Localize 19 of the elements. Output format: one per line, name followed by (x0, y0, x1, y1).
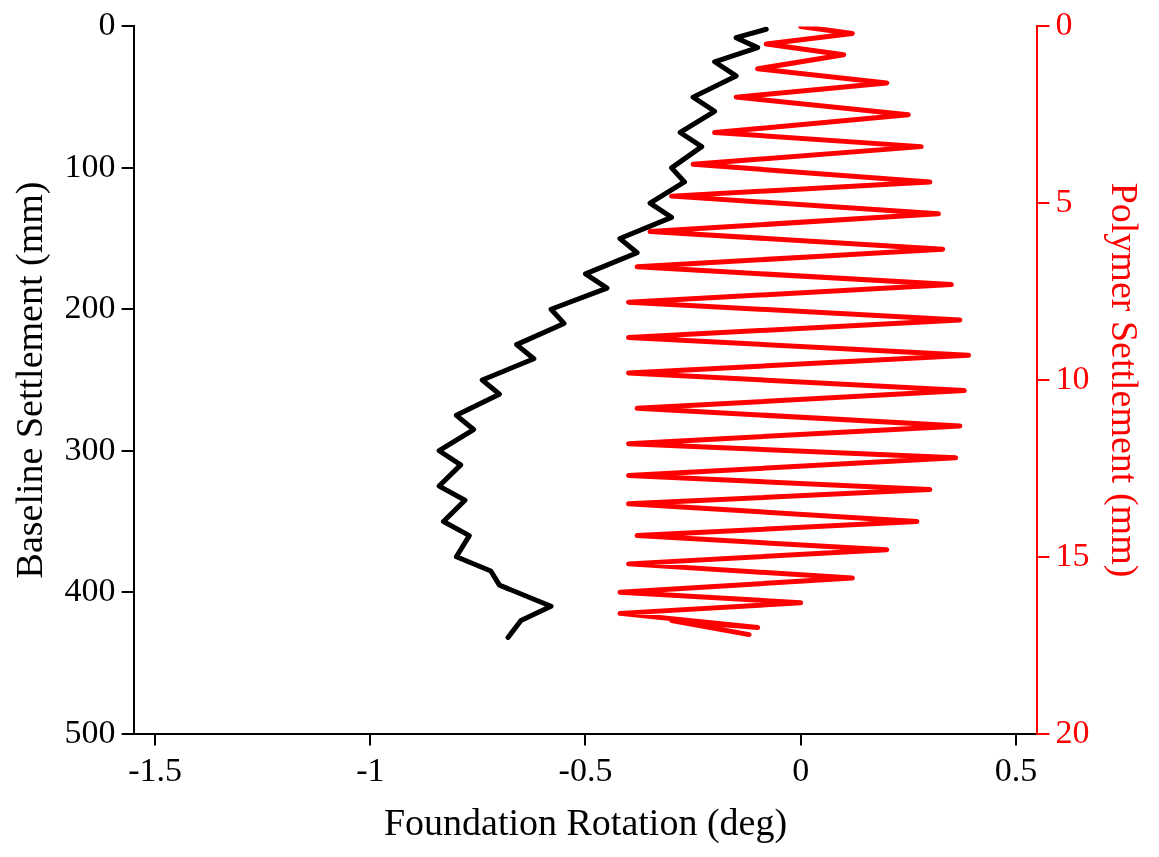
y-tick-label: 200 (64, 288, 116, 326)
x-tick-label: 0.5 (994, 750, 1038, 788)
y2-axis-title: Polymer Settlement (mm) (1103, 182, 1147, 578)
y2-tick-label: 0 (1055, 5, 1073, 43)
x-axis-title: Foundation Rotation (deg) (383, 801, 788, 845)
y2-tick-label: 5 (1055, 182, 1073, 220)
y-axis-title: Baseline Settlement (mm) (7, 181, 51, 579)
y2-tick-label: 20 (1055, 712, 1090, 750)
y-tick-label: 300 (64, 429, 116, 467)
y2-tick-label: 10 (1055, 358, 1090, 396)
x-tick-label: -0.5 (558, 750, 613, 788)
x-tick-label: -1.5 (128, 750, 183, 788)
y-tick-label: 400 (64, 571, 116, 609)
y-tick-label: 500 (64, 712, 116, 750)
y-tick-label: 0 (98, 5, 116, 43)
x-tick-label: -1 (356, 750, 385, 788)
y-tick-label: 100 (64, 146, 116, 184)
x-tick-label: 0 (792, 750, 810, 788)
y2-tick-label: 15 (1055, 535, 1090, 573)
